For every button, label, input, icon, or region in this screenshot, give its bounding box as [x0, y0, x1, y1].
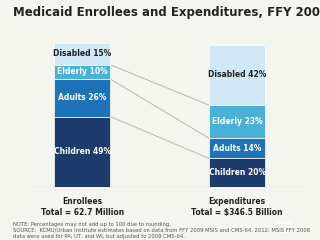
FancyBboxPatch shape — [209, 158, 265, 187]
Text: Children 49%: Children 49% — [54, 147, 111, 156]
Text: FAMILY: FAMILY — [277, 230, 293, 234]
Text: Expenditures
Total = $346.5 Billion: Expenditures Total = $346.5 Billion — [191, 197, 283, 217]
Text: Adults 26%: Adults 26% — [58, 93, 107, 102]
FancyBboxPatch shape — [209, 138, 265, 158]
Text: NOTE: Percentages may not add up to 100 due to rounding.
SOURCE:  KCMU/Urban Ins: NOTE: Percentages may not add up to 100 … — [13, 222, 310, 239]
Text: Children 20%: Children 20% — [209, 168, 266, 177]
FancyBboxPatch shape — [54, 117, 110, 187]
Text: Medicaid Enrollees and Expenditures, FFY 2009: Medicaid Enrollees and Expenditures, FFY… — [13, 6, 320, 19]
Text: Elderly 23%: Elderly 23% — [212, 117, 262, 126]
Text: Elderly 10%: Elderly 10% — [57, 67, 108, 77]
FancyBboxPatch shape — [54, 65, 110, 79]
FancyBboxPatch shape — [209, 45, 265, 105]
FancyBboxPatch shape — [54, 79, 110, 117]
Text: Enrollees
Total = 62.7 Million: Enrollees Total = 62.7 Million — [41, 197, 124, 217]
FancyBboxPatch shape — [209, 105, 265, 138]
Text: Disabled 42%: Disabled 42% — [208, 70, 266, 79]
Text: Disabled 15%: Disabled 15% — [53, 49, 111, 59]
FancyBboxPatch shape — [54, 43, 110, 65]
Text: Adults 14%: Adults 14% — [213, 144, 261, 153]
Text: KAISER: KAISER — [276, 221, 293, 225]
